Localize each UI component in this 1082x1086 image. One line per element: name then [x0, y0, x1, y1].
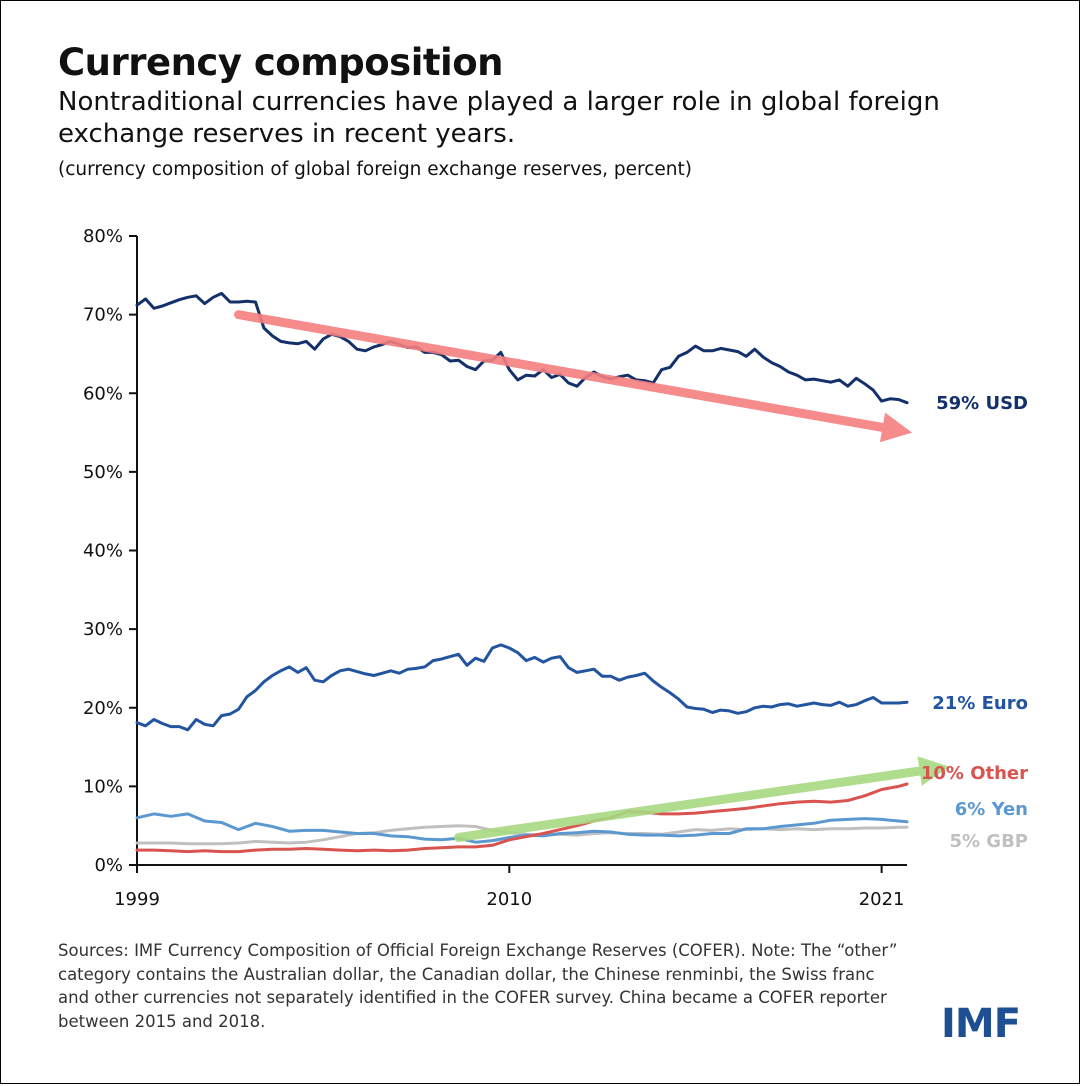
y-tick-label: 20%: [83, 698, 123, 719]
series-labels: 59% USD 21% Euro 6% Yen 5% GBP 10% Other: [921, 393, 1028, 852]
chart-units-note: (currency composition of global foreign …: [58, 159, 692, 180]
y-tick-label: 80%: [83, 226, 123, 247]
series-label-gbp: 5% GBP: [949, 831, 1028, 852]
y-tick-label: 50%: [83, 462, 123, 483]
y-tick-label: 10%: [83, 776, 123, 797]
annotation-layer: [234, 310, 950, 842]
chart-subtitle: Nontraditional currencies have played a …: [58, 87, 940, 149]
x-tick-label: 2021: [859, 889, 905, 910]
y-tick-label: 0%: [94, 855, 123, 876]
x-tick-label: 2010: [486, 889, 532, 910]
series-label-other: 10% Other: [921, 763, 1028, 784]
usd-trend-arrow-shaft: [234, 310, 888, 432]
y-axis-ticks: 0% 10% 20% 30% 40% 50% 60% 70% 80%: [83, 226, 137, 876]
y-tick-label: 30%: [83, 619, 123, 640]
series-line-yen: [135, 812, 909, 844]
series-layer: [135, 291, 909, 854]
other-trend-arrow-shaft: [454, 766, 925, 842]
y-tick-label: 70%: [83, 305, 123, 326]
chart-title: Currency composition: [58, 41, 504, 84]
sources-note: Sources: IMF Currency Composition of Off…: [58, 941, 898, 1031]
x-tick-label: 1999: [114, 889, 160, 910]
other-trend-arrow-head: [917, 756, 950, 786]
usd-trend-arrow-head: [879, 412, 913, 443]
y-tick-label: 40%: [83, 541, 123, 562]
series-line-euro: [135, 643, 909, 732]
y-tick-label: 60%: [83, 383, 123, 404]
imf-logo: IMF: [941, 1001, 1021, 1047]
usd-trend-arrow: [234, 310, 913, 443]
other-trend-arrow: [454, 756, 950, 842]
series-line-other: [135, 782, 909, 854]
series-label-usd: 59% USD: [936, 393, 1028, 414]
series-label-euro: 21% Euro: [932, 693, 1028, 714]
series-line-usd: [135, 291, 909, 405]
series-label-yen: 6% Yen: [955, 799, 1028, 820]
x-axis-ticks: 1999 2010 2021: [114, 865, 905, 910]
